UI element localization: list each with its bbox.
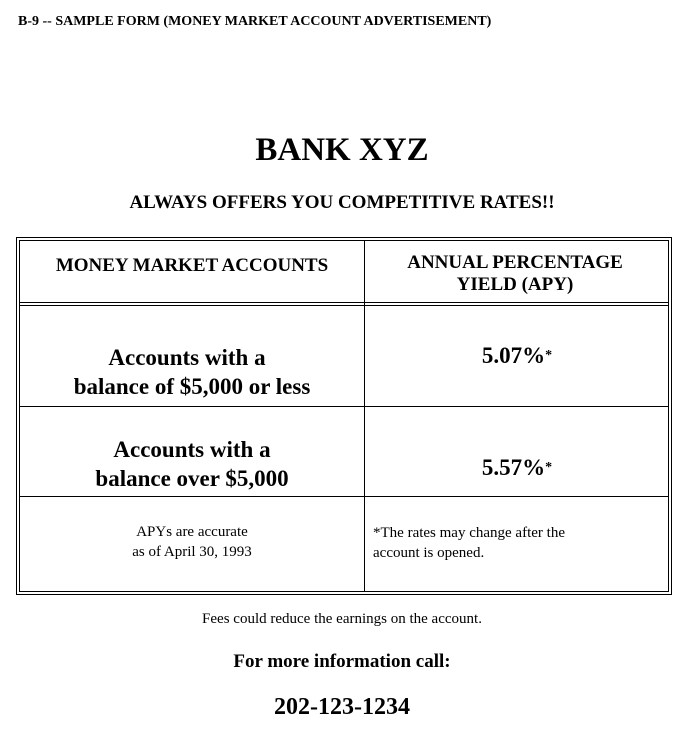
rates-table: MONEY MARKET ACCOUNTS ANNUAL PERCENTAGE … bbox=[16, 237, 672, 595]
tagline: ALWAYS OFFERS YOU COMPETITIVE RATES!! bbox=[129, 192, 555, 213]
header-accounts: MONEY MARKET ACCOUNTS bbox=[55, 255, 329, 276]
table-row-1-account: Accounts with a balance of $5,000 or les… bbox=[20, 341, 364, 403]
row-divider bbox=[20, 406, 668, 407]
row-divider bbox=[20, 496, 668, 497]
apy-accuracy-note: APYs are accurate as of April 30, 1993 bbox=[20, 521, 364, 563]
footnote-mark: * bbox=[545, 348, 553, 363]
note-line: as of April 30, 1993 bbox=[132, 544, 252, 560]
header-apy: ANNUAL PERCENTAGE YIELD (APY) bbox=[407, 252, 623, 295]
account-line: balance of $5,000 or less bbox=[73, 374, 311, 399]
table-row-1-apy: 5.07% * bbox=[366, 341, 668, 371]
account-line: Accounts with a bbox=[113, 437, 271, 462]
form-title: B-9 -- SAMPLE FORM (MONEY MARKET ACCOUNT… bbox=[18, 14, 492, 29]
bank-name: BANK XYZ bbox=[255, 132, 429, 168]
column-divider bbox=[364, 241, 365, 591]
apy-value: 5.07% bbox=[481, 343, 546, 368]
more-info-label: For more information call: bbox=[233, 651, 451, 672]
note-line: APYs are accurate bbox=[136, 524, 248, 540]
phone-number: 202-123-1234 bbox=[274, 694, 410, 720]
account-line: Accounts with a bbox=[108, 345, 266, 370]
table-row-2-apy: 5.57% * bbox=[366, 453, 668, 483]
row-divider bbox=[20, 302, 668, 306]
fees-note: Fees could reduce the earnings on the ac… bbox=[202, 611, 482, 627]
table-row-2-account: Accounts with a balance over $5,000 bbox=[20, 433, 364, 495]
footnote-mark: * bbox=[545, 460, 553, 475]
note-line: *The rates may change after the bbox=[373, 525, 565, 541]
note-line: account is opened. bbox=[373, 545, 485, 561]
apy-value: 5.57% bbox=[481, 455, 546, 480]
account-line: balance over $5,000 bbox=[95, 466, 289, 491]
rate-change-note: *The rates may change after the account … bbox=[373, 523, 565, 563]
